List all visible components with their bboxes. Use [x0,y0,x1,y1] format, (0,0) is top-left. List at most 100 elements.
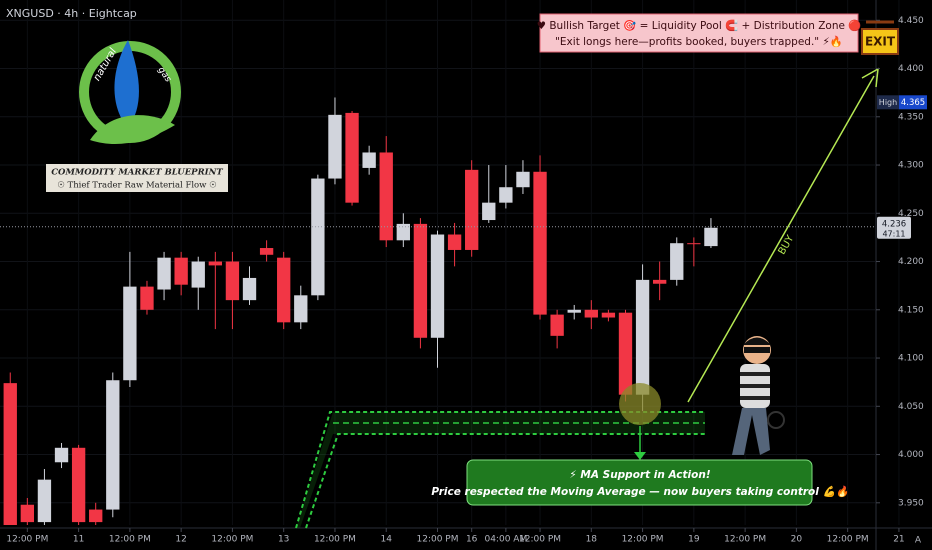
last-price-label: 4.236 [882,219,906,229]
logo-banner [46,164,228,192]
x-tick-label: 12:00 PM [827,535,869,545]
candle-body [157,257,171,290]
x-tick-label: 04:00 AM [484,535,527,545]
x-tick-label: 12:00 PM [724,535,766,545]
high-tag-bg [877,95,899,110]
high-value-bg [899,95,927,110]
thief-mask [744,347,770,353]
candle-body [567,309,581,313]
y-tick-label: 4.200 [898,257,924,267]
candle-body [140,286,154,310]
x-tick-label: 11 [73,535,84,545]
candle-body [123,286,137,381]
high-tag-label: High [879,98,897,107]
last-price-tag [877,216,911,239]
chart-title: XNGUSD · 4h · Eightcap [6,7,137,20]
y-tick-label: 4.350 [898,112,924,122]
y-tick-label: 4.300 [898,161,924,171]
support-highlight [619,383,661,425]
candle-body [465,169,479,250]
x-tick-label: 12:00 PM [6,535,48,545]
target-line-1: ♥ Bullish Target 🎯 = Liquidity Pool 🧲 + … [537,19,862,32]
target-box [539,13,859,53]
x-tick-label: 14 [381,535,393,545]
ma-title: ⚡ MA Support in Action! [569,469,710,481]
logo: natural gas COMMODITY MARKET BLUEPRINT ☉… [46,40,228,192]
candle-body [191,261,205,288]
candle-body [225,261,240,301]
candle-body [174,257,188,285]
candle-body [345,112,359,203]
candle-body [242,277,257,301]
countdown-label: 47:11 [882,229,905,238]
x-tick-label: 18 [586,535,598,545]
x-tick-label: 16 [466,535,478,545]
candle-body [635,279,650,395]
target-line-2: "Exit longs here—profits booked, buyers … [555,35,843,48]
candle-body [499,187,513,203]
y-tick-label: 4.400 [898,64,924,74]
candle-body [447,234,462,250]
candle-body [294,295,308,323]
y-tick-label: 4.000 [898,450,924,460]
x-tick-label: 20 [791,535,803,545]
candle-body [550,314,564,336]
candles [3,97,718,525]
candle-body [670,243,684,280]
y-tick-label: 4.050 [898,402,924,412]
thief-figure [732,336,785,455]
thief-keys [767,411,785,429]
x-tick-label: 12:00 PM [519,535,561,545]
x-tick-label: 21 [893,535,904,545]
ma-zone-lower [305,433,705,529]
ma-zone-upper [295,411,705,529]
candle-body [106,380,120,510]
candle-body [311,178,325,296]
logo-flame [114,40,139,128]
y-tick-label: 3.950 [898,498,924,508]
y-tick-label: 4.100 [898,354,924,364]
candle-body [379,152,393,241]
ma-text: Price respected the Moving Average — now… [431,485,849,498]
candle-body [516,171,530,188]
candle-body [653,279,667,284]
candle-body [208,261,222,266]
candle-body [362,152,376,168]
x-tick-label: 13 [278,535,289,545]
x-tick-label: 12 [175,535,186,545]
candle-body [584,309,598,318]
candle-body [89,509,103,523]
candle-body [482,202,496,221]
candle-body [54,447,69,463]
ma-callout [466,459,813,506]
candle-body [533,171,547,315]
candle-body [259,248,274,255]
candle-body [601,312,616,318]
candle-body [328,114,342,179]
logo-leaf [90,115,175,145]
axis-corner: A [915,536,922,546]
y-tick-label: 4.450 [898,16,924,26]
callout-arrowhead [634,452,646,460]
x-tick-label: 12:00 PM [417,535,459,545]
candle-body [277,257,291,323]
logo-line-1: COMMODITY MARKET BLUEPRINT [51,168,223,178]
thief-pants [732,408,770,455]
logo-line-2: ☉ Thief Trader Raw Material Flow ☉ [57,181,217,191]
buy-arrow [687,75,875,403]
thief-cap [743,337,771,345]
candle-body [704,227,718,247]
x-tick-label: 12:00 PM [109,535,151,545]
candle-body [430,234,445,338]
candle-body [618,312,633,395]
y-tick-label: 4.250 [898,209,924,219]
y-tick-label: 4.150 [898,305,924,315]
x-tick-label: 19 [688,535,700,545]
high-value-label: 4.365 [901,98,925,108]
candle-body [396,223,410,241]
candle-body [3,383,17,525]
x-tick-label: 12:00 PM [314,535,356,545]
